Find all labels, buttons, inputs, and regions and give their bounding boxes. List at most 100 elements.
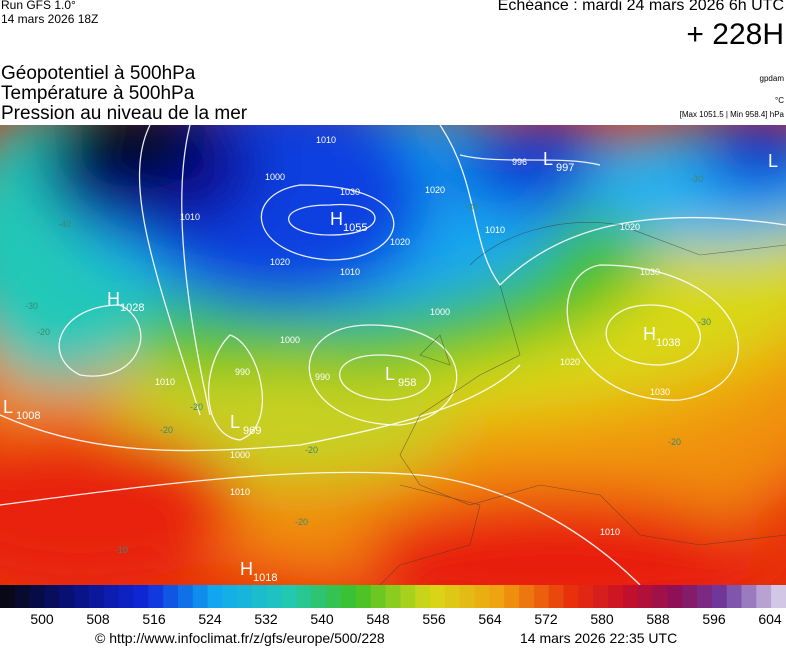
temperature-label: -20 [190,402,203,412]
temperature-label: -40 [58,219,71,229]
temperature-label: -10 [115,545,128,555]
colorbar-swatch [326,585,342,608]
isobar-label: 1020 [270,257,290,267]
colorbar-label: 524 [198,611,222,627]
isobar-label: 1020 [425,185,445,195]
colorbar-label: 532 [254,611,278,627]
colorbar-swatch [133,585,149,608]
colorbar-swatch [118,585,134,608]
unit: gpdam [759,74,784,83]
center-type: L [385,364,395,384]
temperature-label: -20 [305,445,318,455]
isobar-label: 1010 [230,487,250,497]
colorbar-swatch [622,585,639,608]
colorbar-swatch [341,585,357,608]
isobar-label: 1020 [620,222,640,232]
isobar-label: 1030 [640,267,660,277]
isobar-label: 1030 [650,387,670,397]
isobar-label: 1010 [155,377,175,387]
colorbar-label: 508 [86,611,110,627]
lead-time: + 228H [686,18,784,51]
isobar-label: 1010 [340,267,360,277]
colorbar-swatch [355,585,372,608]
isobar-label: 996 [512,157,527,167]
colorbar-swatch [711,585,728,608]
colorbar-swatch [222,585,238,608]
colorbar-swatch [207,585,223,608]
temperature-label: -20 [160,425,173,435]
colorbar-label: 500 [30,611,54,627]
colorbar-swatch [444,585,461,608]
colorbar-label: 596 [702,611,726,627]
isobar-label: 1020 [390,237,410,247]
isobar-label: 1030 [340,187,360,197]
field-shading [0,125,786,585]
colorbar [0,585,786,608]
colorbar-swatch [504,585,520,608]
temperature-label: -30 [465,202,478,212]
colorbar-swatch [771,585,786,608]
unit: [Max 1051.5 | Min 958.4] hPa [679,110,784,119]
center-type: H [330,209,343,229]
isobar-label: 1000 [265,172,285,182]
center-value: 969 [243,425,261,437]
isobar-label: 1000 [430,307,450,317]
colorbar-swatch [756,585,772,608]
center-value: 1055 [343,222,367,234]
colorbar-label: 572 [534,611,558,627]
center-type: L [3,397,13,417]
colorbar-swatch [741,585,757,608]
colorbar-swatch [148,585,164,608]
center-type: H [107,289,120,309]
colorbar-label: 556 [422,611,446,627]
center-value: 958 [398,377,416,389]
colorbar-swatch [682,585,698,608]
isobar-label: 990 [315,372,330,382]
temperature-label: -20 [295,517,308,527]
colorbar-swatch [652,585,668,608]
colorbar-swatch [726,585,743,608]
temperature-label: -30 [25,301,38,311]
colorbar-swatch [563,585,579,608]
colorbar-label: 604 [758,611,782,627]
isobar-label: 1010 [316,135,336,145]
unit: °C [775,96,784,105]
colorbar-swatch [88,585,105,608]
colorbar-label: 548 [366,611,390,627]
temperature-label: -30 [690,174,703,184]
temperature-label: -20 [37,327,50,337]
isobar-label: 1020 [560,357,580,367]
colorbar-swatch [548,585,565,608]
colorbar-label: 540 [310,611,334,627]
center-type: L [230,412,240,432]
colorbar-label: 564 [478,611,502,627]
colorbar-swatch [697,585,713,608]
isobar-label: 1010 [180,212,200,222]
colorbar-swatch [163,585,179,608]
field: Géopotentiel à 500hPa [1,63,196,84]
colorbar-swatch [430,585,446,608]
run-date: 14 mars 2026 18Z [1,12,99,26]
center-value: 997 [556,162,574,174]
colorbar-label: 580 [590,611,614,627]
center-value: 1018 [253,572,277,584]
colorbar-swatch [578,585,594,608]
colorbar-swatch [0,585,16,608]
center-type: H [240,559,253,579]
center-value: 1028 [120,302,144,314]
colorbar-swatch [667,585,683,608]
field: Pression au niveau de la mer [1,103,248,124]
center-value: 1008 [16,410,40,422]
temperature-label: -20 [668,437,681,447]
colorbar-swatch [14,585,31,608]
colorbar-swatch [103,585,120,608]
center-type: L [768,151,778,171]
colorbar-swatch [74,585,90,608]
colorbar-swatch [400,585,416,608]
colorbar-swatch [608,585,624,608]
colorbar-swatch [415,585,431,608]
colorbar-swatch [296,585,312,608]
colorbar-swatch [385,585,401,608]
